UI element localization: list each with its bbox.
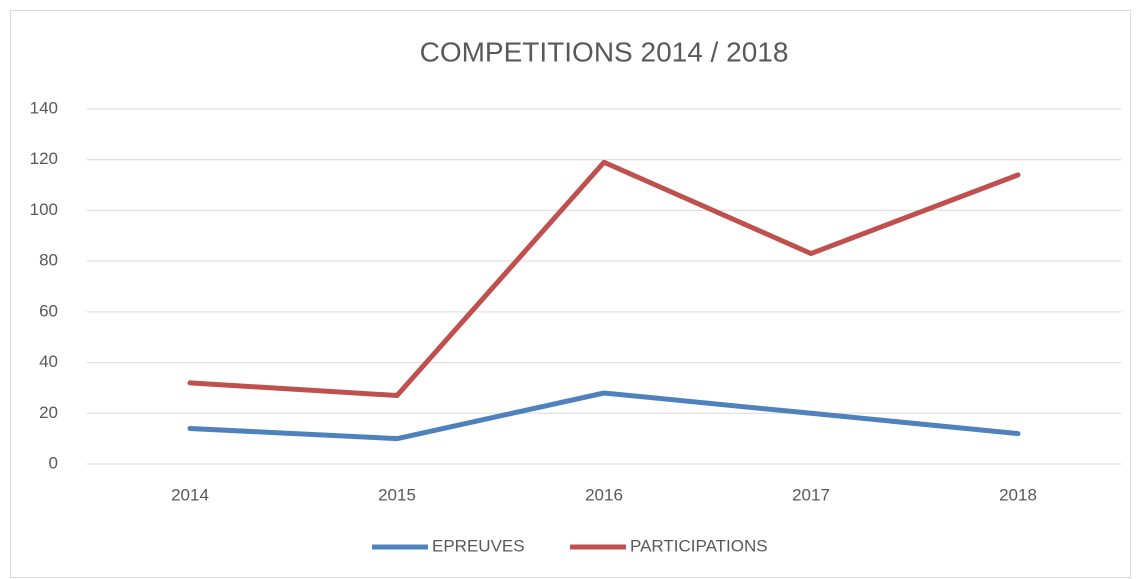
x-tick-label: 2015 [378,485,416,504]
x-tick-label: 2016 [585,485,623,504]
x-tick-label: 2018 [999,485,1037,504]
y-tick-label: 80 [39,251,58,270]
legend-label: PARTICIPATIONS [630,536,768,555]
x-tick-label: 2017 [792,485,830,504]
y-tick-label: 60 [39,301,58,320]
y-tick-label: 140 [30,98,58,117]
chart-border [10,10,1131,578]
y-tick-label: 20 [39,403,58,422]
legend-label: EPREUVES [432,536,525,555]
y-tick-label: 120 [30,149,58,168]
y-tick-label: 100 [30,200,58,219]
y-tick-label: 40 [39,352,58,371]
series-line [187,390,1021,442]
x-tick-label: 2014 [171,485,209,504]
chart-title: COMPETITIONS 2014 / 2018 [420,36,789,67]
y-tick-label: 0 [49,453,58,472]
series-line [187,159,1021,399]
